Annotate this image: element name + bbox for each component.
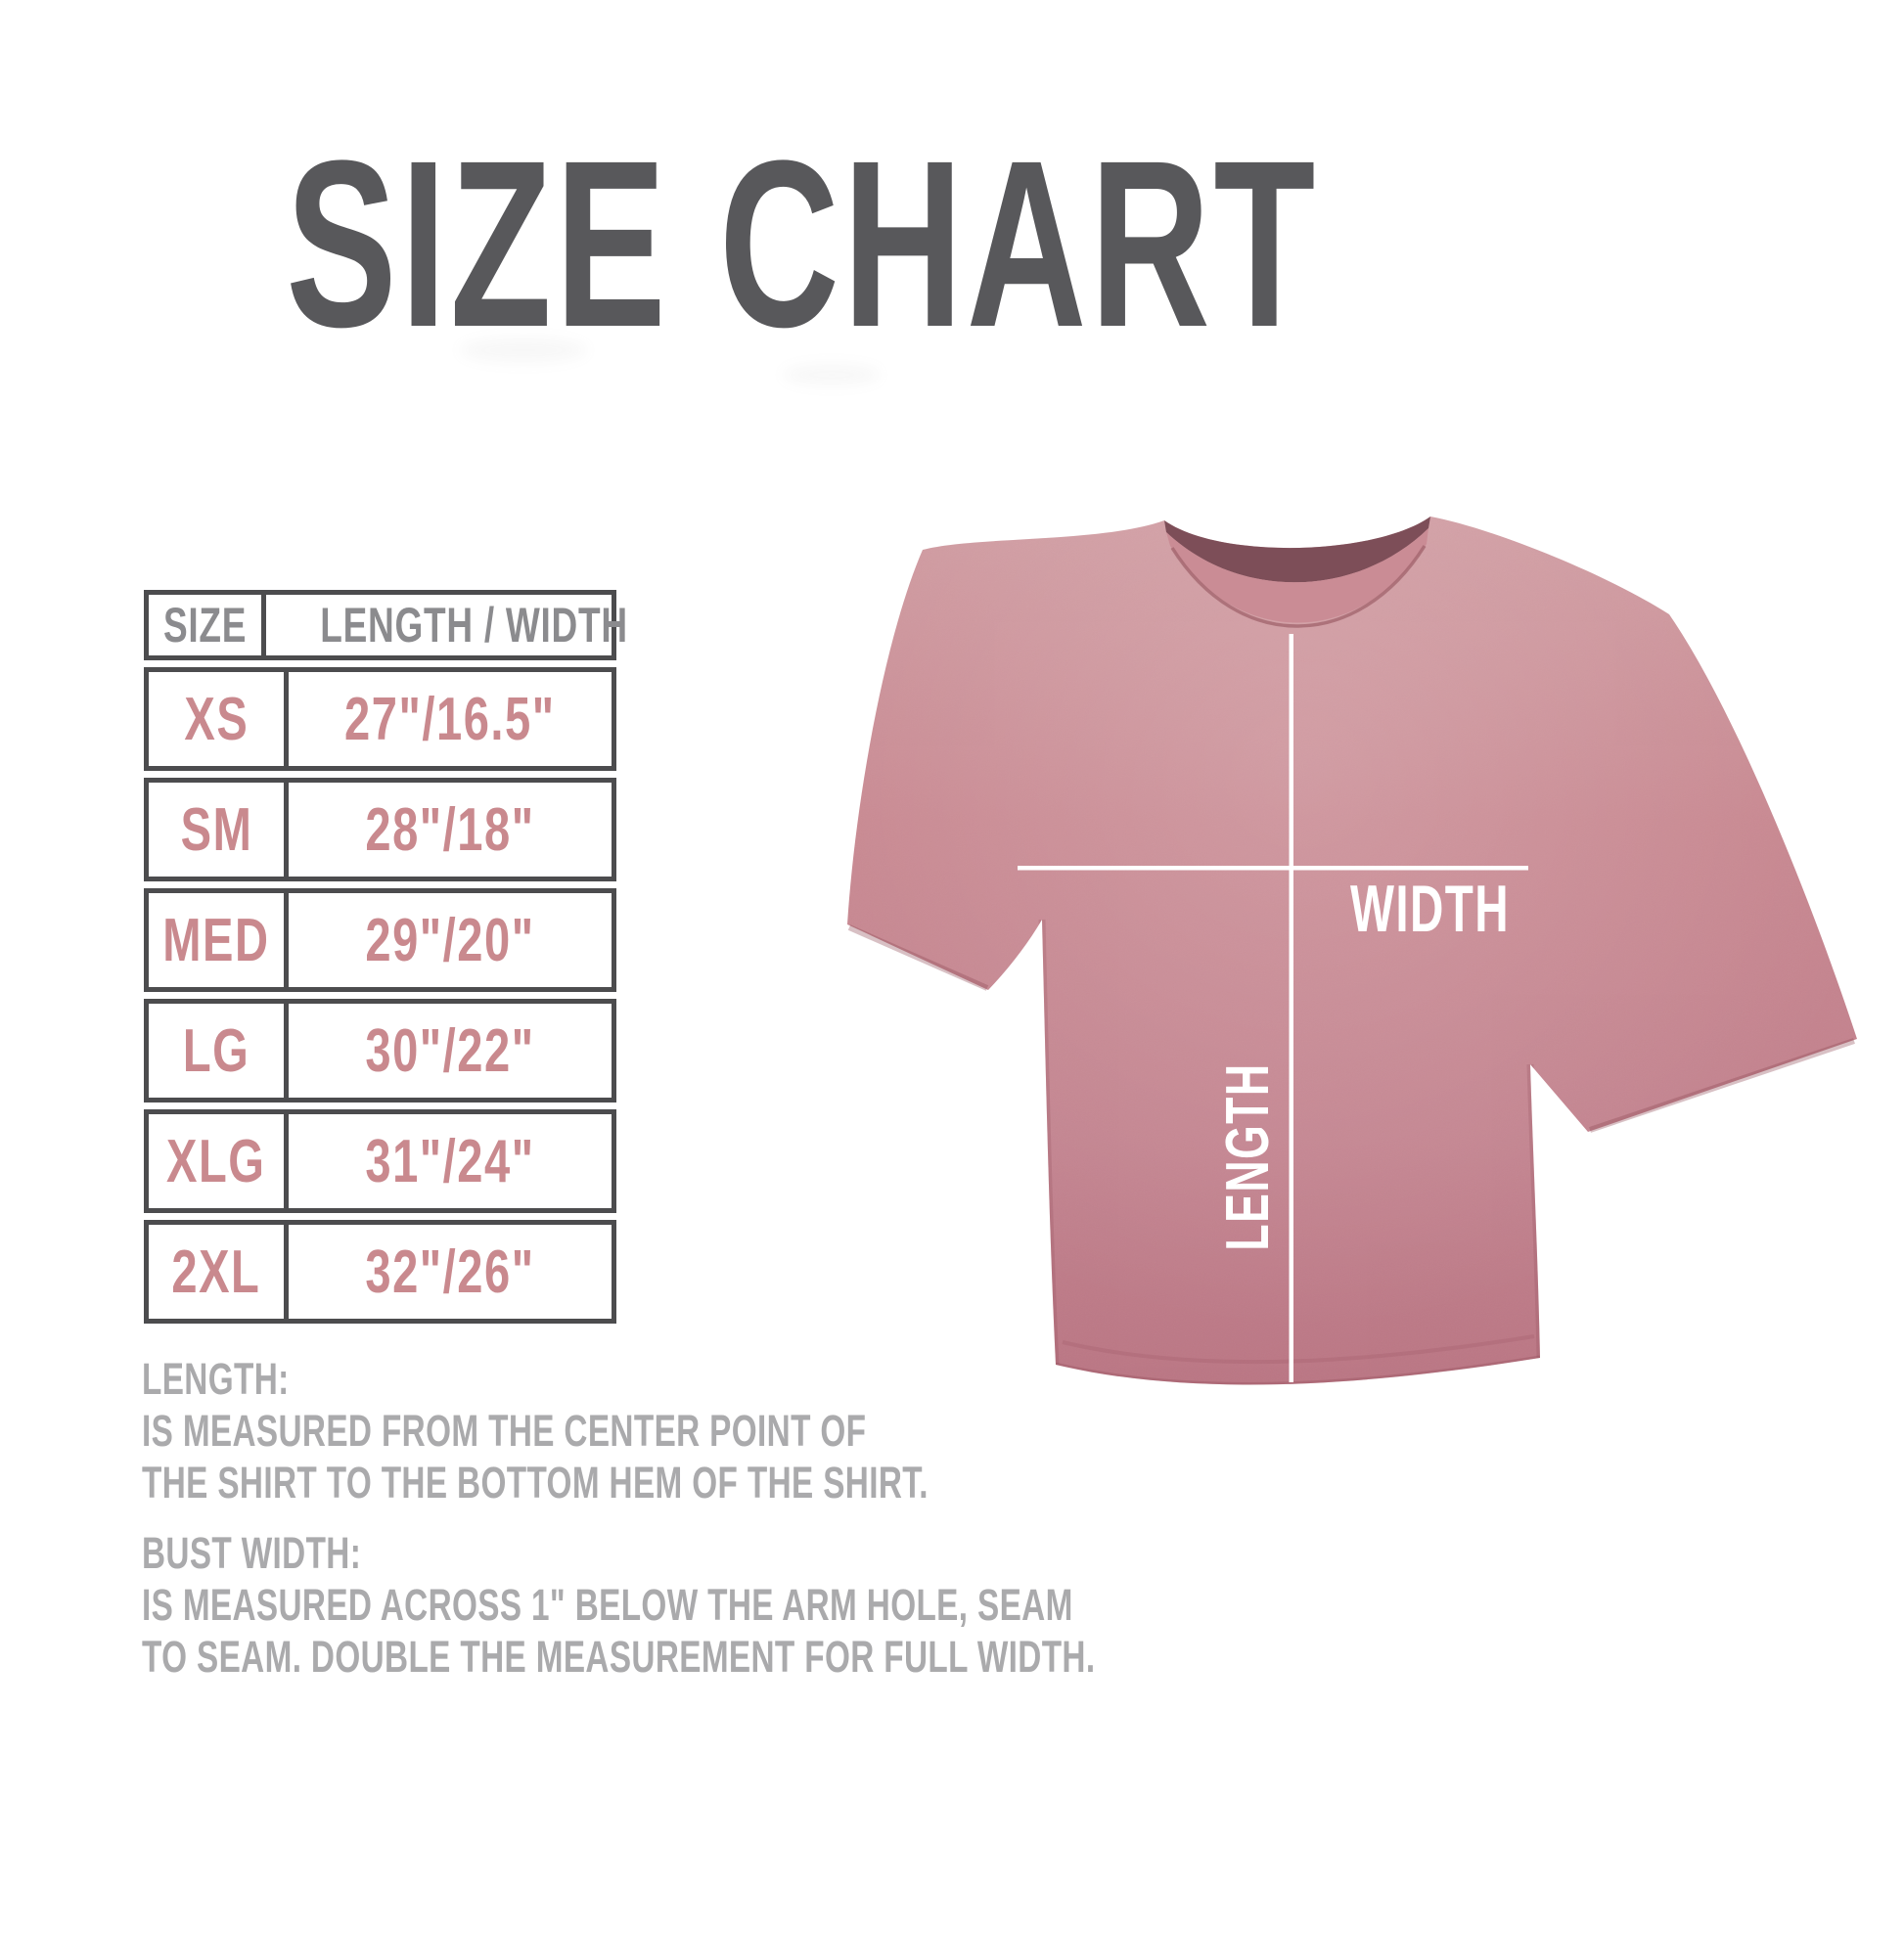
width-line [1018, 866, 1528, 871]
size-cell: MED [149, 893, 289, 987]
measurement-value: 30"/22" [365, 1016, 535, 1085]
table-header-length-width: LENGTH / WIDTH [266, 595, 682, 655]
right-cuff-seam [1589, 1038, 1855, 1133]
size-value: XS [184, 685, 249, 753]
note-length-line-2: THE SHIRT TO THE BOTTOM HEM OF THE SHIRT… [142, 1458, 929, 1508]
size-cell: XLG [149, 1114, 289, 1208]
measurement-cell: 31"/24" [289, 1114, 612, 1208]
note-bust-width-line-1: IS MEASURED ACROSS 1" BELOW THE ARM HOLE… [142, 1580, 1073, 1630]
collar-band [1166, 528, 1428, 623]
page-title-text: SIZE CHART [286, 112, 1319, 377]
measurement-cell: 28"/18" [289, 783, 612, 877]
measurement-value: 27"/16.5" [344, 685, 556, 753]
table-row-2xl: 2XL 32"/26" [144, 1220, 616, 1324]
size-value: SM [180, 795, 252, 864]
measurement-cell: 29"/20" [289, 893, 612, 987]
table-row-med: MED 29"/20" [144, 888, 616, 992]
measurement-cell: 30"/22" [289, 1004, 612, 1098]
measurement-value: 31"/24" [365, 1127, 535, 1195]
size-value: MED [162, 906, 270, 974]
collar-seam [1170, 545, 1427, 628]
measurement-value: 29"/20" [365, 906, 535, 974]
length-label: LENGTH [1211, 1062, 1284, 1250]
photo-smudge [783, 364, 881, 385]
size-cell: LG [149, 1004, 289, 1098]
table-header-length-width-label: LENGTH / WIDTH [320, 598, 628, 652]
size-cell: XS [149, 672, 289, 766]
measurement-cell: 32"/26" [289, 1225, 612, 1319]
size-value: LG [182, 1016, 250, 1085]
table-row-xlg: XLG 31"/24" [144, 1109, 616, 1213]
table-header-size-label: SIZE [162, 598, 248, 652]
table-row-sm: SM 28"/18" [144, 778, 616, 881]
collar-inner-shadow [1164, 517, 1430, 583]
width-label-text: WIDTH [1350, 872, 1510, 946]
size-cell: SM [149, 783, 289, 877]
note-length: LENGTH: IS MEASURED FROM THE CENTER POIN… [142, 1353, 1430, 1508]
measurement-notes: LENGTH: IS MEASURED FROM THE CENTER POIN… [142, 1353, 1430, 1701]
table-row-xs: XS 27"/16.5" [144, 667, 616, 771]
note-bust-width: BUST WIDTH: IS MEASURED ACROSS 1" BELOW … [142, 1527, 1430, 1683]
note-bust-width-heading: BUST WIDTH: [142, 1528, 362, 1578]
note-length-heading: LENGTH: [142, 1354, 290, 1404]
note-bust-width-line-2: TO SEAM. DOUBLE THE MEASUREMENT FOR FULL… [142, 1632, 1096, 1682]
photo-smudge [460, 338, 587, 363]
hem-seam [1055, 1355, 1541, 1385]
measurement-value: 32"/26" [365, 1238, 535, 1306]
width-label: WIDTH [1350, 871, 1578, 947]
table-header-size: SIZE [149, 595, 267, 655]
length-line [1289, 634, 1293, 1382]
size-value: XLG [166, 1127, 266, 1195]
tshirt-graphic [828, 391, 1904, 1428]
measurement-cell: 27"/16.5" [289, 672, 612, 766]
left-cuff-seam [847, 924, 989, 991]
length-label-text: LENGTH [1213, 1062, 1282, 1251]
measurement-value: 28"/18" [365, 795, 535, 864]
table-header-row: SIZE LENGTH / WIDTH [144, 590, 627, 660]
left-side-shade [1038, 919, 1060, 1366]
size-chart-table: SIZE LENGTH / WIDTH XS 27"/16.5" SM 28"/… [144, 590, 627, 1330]
size-cell: 2XL [149, 1225, 289, 1319]
tshirt-svg [847, 517, 1857, 1385]
table-row-lg: LG 30"/22" [144, 999, 616, 1102]
size-value: 2XL [171, 1238, 261, 1306]
page-title: SIZE CHART [0, 125, 1605, 363]
note-length-line-1: IS MEASURED FROM THE CENTER POINT OF [142, 1406, 867, 1456]
